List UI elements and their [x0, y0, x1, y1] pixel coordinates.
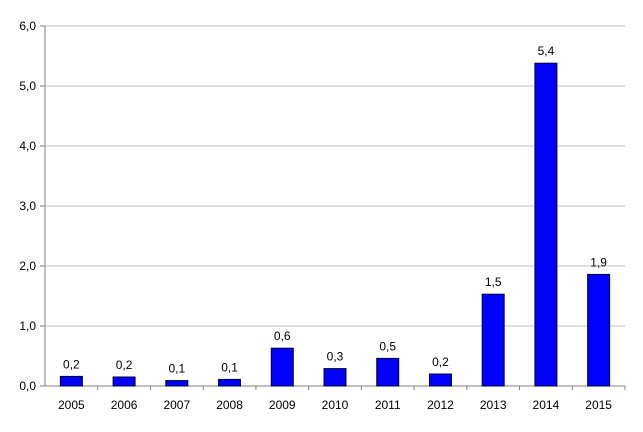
- data-label-2015: 1,9: [590, 255, 607, 269]
- bar-2007: [165, 380, 189, 387]
- x-tick-label-2007: 2007: [163, 398, 190, 412]
- x-axis-tick-labels: 2005 2006 2007 2008 2009 2010 2011 2012 2013 2014…: [58, 398, 612, 412]
- y-tick-label: 4,0: [19, 139, 36, 153]
- bars: [59, 62, 611, 387]
- y-tick-label: 5,0: [19, 79, 36, 93]
- x-tick-label-2012: 2012: [427, 398, 454, 412]
- x-tick-label-2013: 2013: [480, 398, 507, 412]
- data-label-2012: 0,2: [432, 355, 449, 369]
- y-tick-label: 3,0: [19, 199, 36, 213]
- y-tick-label: 1,0: [19, 319, 36, 333]
- data-label-2013: 1,5: [485, 275, 502, 289]
- data-label-2009: 0,6: [274, 329, 291, 343]
- bar-2008: [218, 378, 242, 387]
- y-axis-tick-labels: 0,0 1,0 2,0 3,0 4,0 5,0 6,0: [19, 19, 36, 393]
- y-tick-label: 0,0: [19, 379, 36, 393]
- data-label-2007: 0,1: [168, 362, 185, 376]
- x-tick-label-2014: 2014: [533, 398, 560, 412]
- bar-2013: [481, 293, 505, 387]
- gridlines: [45, 25, 625, 327]
- bar-2015: [587, 273, 611, 387]
- bar-2005: [59, 375, 83, 387]
- x-tick-label-2008: 2008: [216, 398, 243, 412]
- x-tick-label-2015: 2015: [585, 398, 612, 412]
- y-tick-label: 2,0: [19, 259, 36, 273]
- data-label-2006: 0,2: [116, 358, 133, 372]
- x-tick-label-2010: 2010: [322, 398, 349, 412]
- x-tick-label-2005: 2005: [58, 398, 85, 412]
- x-tick-label-2006: 2006: [111, 398, 138, 412]
- bar-2009: [270, 347, 294, 387]
- bar-2012: [428, 373, 452, 387]
- data-label-2010: 0,3: [327, 350, 344, 364]
- data-label-2005: 0,2: [63, 357, 80, 371]
- bar-2014: [534, 62, 558, 387]
- bar-2006: [112, 376, 136, 387]
- data-label-2008: 0,1: [221, 360, 238, 374]
- y-tick-label: 6,0: [19, 19, 36, 33]
- x-tick-label-2011: 2011: [375, 398, 401, 412]
- data-label-2011: 0,5: [379, 339, 396, 353]
- bar-2011: [376, 357, 400, 387]
- data-label-2014: 5,4: [538, 44, 555, 58]
- bar-2010: [323, 368, 347, 387]
- data-labels: 0,2 0,2 0,1 0,1 0,6 0,3 0,5 0,2 1,5 5,4 1,9: [63, 44, 607, 375]
- x-tick-label-2009: 2009: [269, 398, 296, 412]
